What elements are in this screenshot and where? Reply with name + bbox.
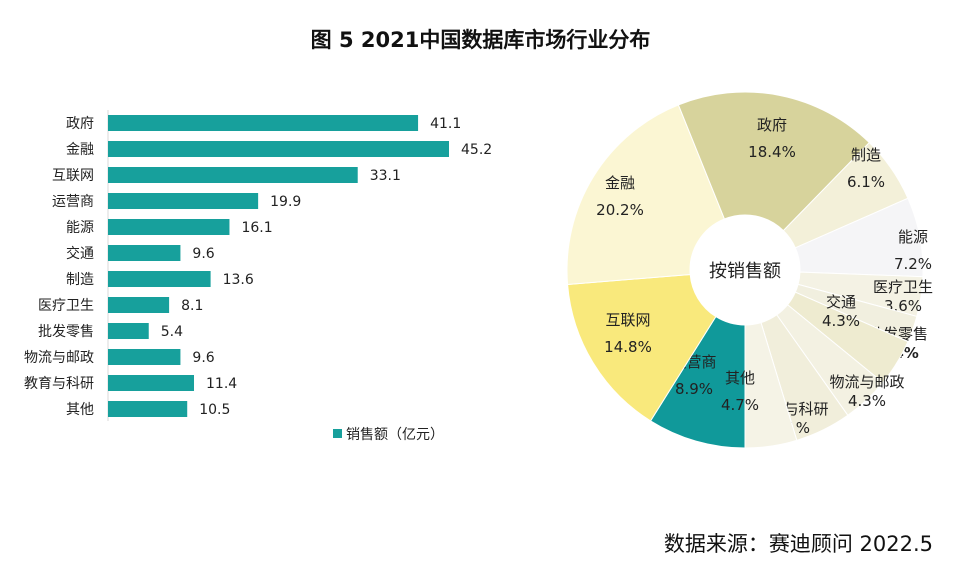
category-label: 批发零售	[38, 324, 94, 340]
pie-slice	[744, 321, 798, 449]
chart-title: 图 5 2021中国数据库市场行业分布	[310, 28, 651, 52]
data-label: 10.5	[199, 402, 230, 418]
slice-value: 8.9%	[675, 380, 713, 398]
category-label: 互联网	[52, 168, 94, 184]
data-source: 数据来源：赛迪顾问 2022.5	[663, 532, 933, 556]
bar	[108, 401, 188, 417]
data-label: 8.1	[181, 298, 203, 314]
category-label: 教育与科研	[24, 376, 94, 392]
data-label: 9.6	[192, 246, 214, 262]
data-label: 5.4	[161, 324, 183, 340]
bar	[108, 297, 170, 313]
bar	[108, 193, 259, 209]
slice-label: 其他	[725, 369, 755, 387]
pie-slice	[567, 273, 717, 422]
slice-label: 交通	[826, 293, 856, 311]
category-label: 物流与邮政	[24, 350, 94, 366]
category-label: 金融	[66, 142, 94, 158]
slice-value: 4.3%	[822, 312, 860, 330]
category-label: 运营商	[52, 194, 94, 210]
legend-swatch	[333, 429, 342, 438]
slice-label: 医疗卫生	[873, 278, 933, 296]
bar	[108, 115, 419, 131]
slice-value: 4.7%	[721, 396, 759, 414]
slice-label: 金融	[605, 174, 635, 192]
slice-label: 政府	[757, 116, 787, 134]
category-label: 交通	[66, 245, 94, 262]
bar	[108, 141, 449, 157]
bar	[108, 271, 211, 287]
slice-value: 7.2%	[894, 255, 932, 273]
bar	[108, 167, 358, 183]
slice-label: 物流与邮政	[829, 373, 904, 391]
pie-slice	[677, 91, 870, 232]
data-label: 9.6	[192, 350, 214, 366]
pie-slice	[566, 104, 726, 286]
slice-value: 20.2%	[596, 201, 644, 219]
slice-label: 制造	[851, 146, 881, 164]
data-label: 13.6	[223, 272, 254, 288]
category-label: 制造	[66, 272, 94, 288]
category-label: 其他	[66, 402, 94, 418]
bar	[108, 219, 230, 235]
category-label: 医疗卫生	[38, 298, 94, 314]
slice-value: 14.8%	[604, 338, 652, 356]
bar	[108, 375, 195, 391]
category-label: 能源	[66, 220, 94, 236]
slice-value: 6.1%	[847, 173, 885, 191]
category-label: 政府	[66, 116, 94, 132]
bar	[108, 323, 149, 339]
data-label: 16.1	[241, 220, 272, 236]
data-label: 45.2	[461, 142, 492, 158]
legend-label: 销售额（亿元）	[346, 427, 444, 443]
data-label: 41.1	[430, 116, 461, 132]
slice-label: 能源	[898, 228, 928, 246]
bar	[108, 245, 181, 261]
slice-value: 4.3%	[848, 392, 886, 410]
data-label: 19.9	[270, 194, 301, 210]
slice-value: 18.4%	[748, 143, 796, 161]
donut-center-label: 按销售额	[709, 261, 781, 282]
slice-label: 互联网	[605, 311, 650, 329]
data-label: 11.4	[206, 376, 237, 392]
data-label: 33.1	[370, 168, 401, 184]
bar	[108, 349, 181, 365]
